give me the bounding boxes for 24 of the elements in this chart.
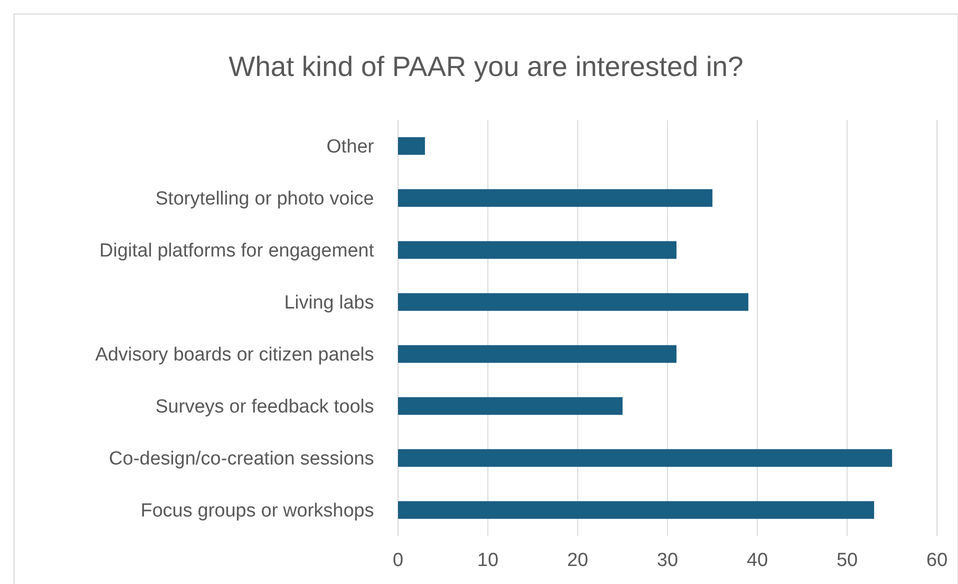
bar xyxy=(398,137,425,155)
bar xyxy=(398,397,623,415)
y-tick-label: Surveys or feedback tools xyxy=(155,396,374,418)
bar xyxy=(398,189,712,207)
y-tick-label: Digital platforms for engagement xyxy=(99,240,375,262)
x-tick-label: 30 xyxy=(656,550,678,571)
x-tick-label: 40 xyxy=(746,550,768,571)
bar xyxy=(398,501,874,519)
bar xyxy=(398,293,748,311)
y-tick-label: Living labs xyxy=(284,292,374,314)
y-tick-label: Storytelling or photo voice xyxy=(155,188,374,210)
y-tick-label: Other xyxy=(326,136,375,158)
x-tick-label: 60 xyxy=(926,550,948,571)
bar xyxy=(398,449,892,467)
x-tick-label: 20 xyxy=(567,550,588,571)
x-tick-label: 50 xyxy=(836,550,858,571)
y-tick-label: Co-design/co-creation sessions xyxy=(108,448,374,470)
x-tick-label: 0 xyxy=(392,550,404,571)
chart-title: What kind of PAAR you are interested in? xyxy=(228,51,744,82)
y-tick-label: Focus groups or workshops xyxy=(140,500,374,522)
bar xyxy=(398,345,676,363)
y-tick-label: Advisory boards or citizen panels xyxy=(95,344,374,366)
x-tick-label: 10 xyxy=(477,550,498,571)
bar xyxy=(398,241,676,259)
